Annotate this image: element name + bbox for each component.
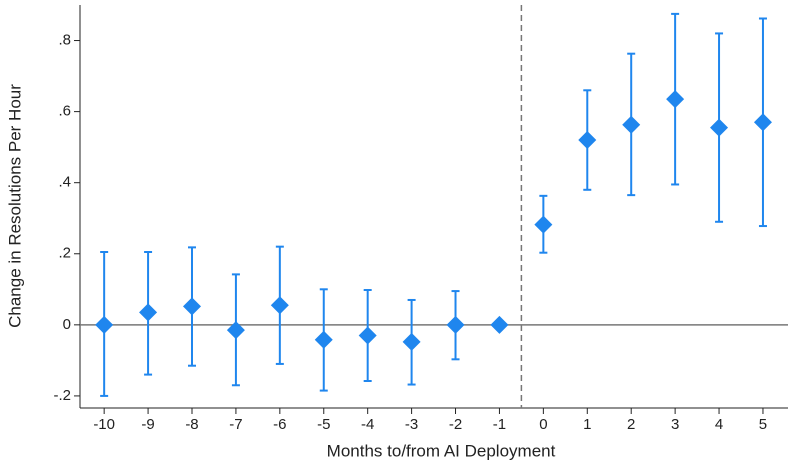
- point-estimate: [753, 113, 772, 132]
- point-estimate: [314, 330, 333, 349]
- y-tick-label: .2: [58, 245, 71, 262]
- y-tick-label: .4: [58, 174, 71, 191]
- point-estimate: [402, 332, 421, 351]
- x-tick-label: 5: [759, 416, 767, 433]
- x-tick-label: -6: [273, 416, 286, 433]
- point-estimate: [95, 315, 114, 334]
- x-tick-label: 2: [627, 416, 635, 433]
- x-tick-label: 1: [583, 416, 591, 433]
- y-axis-label: Change in Resolutions Per Hour: [5, 84, 24, 328]
- point-estimate: [226, 321, 245, 340]
- x-tick-label: -2: [449, 416, 462, 433]
- point-estimate: [358, 326, 377, 345]
- x-tick-label: -4: [361, 416, 374, 433]
- x-tick-label: 0: [539, 416, 547, 433]
- x-tick-label: -8: [185, 416, 198, 433]
- y-tick-label: .8: [58, 32, 71, 49]
- x-tick-label: -5: [317, 416, 330, 433]
- point-estimate: [534, 215, 553, 234]
- x-tick-label: 3: [671, 416, 679, 433]
- point-estimate: [710, 118, 729, 137]
- point-estimate: [446, 315, 465, 334]
- x-axis-label: Months to/from AI Deployment: [327, 441, 556, 460]
- x-tick-label: -3: [405, 416, 418, 433]
- y-tick-label: 0: [63, 316, 71, 333]
- point-estimate: [270, 296, 289, 315]
- x-tick-label: 4: [715, 416, 723, 433]
- x-tick-label: -7: [229, 416, 242, 433]
- point-estimate: [578, 131, 597, 150]
- point-estimate: [490, 315, 509, 334]
- x-tick-label: -1: [493, 416, 506, 433]
- point-estimate: [622, 115, 641, 134]
- x-tick-label: -9: [141, 416, 154, 433]
- point-estimate: [182, 297, 201, 316]
- y-tick-label: -.2: [53, 387, 71, 404]
- y-tick-label: .6: [58, 103, 71, 120]
- x-tick-label: -10: [93, 416, 115, 433]
- point-estimate: [666, 90, 685, 109]
- point-estimate: [139, 303, 158, 322]
